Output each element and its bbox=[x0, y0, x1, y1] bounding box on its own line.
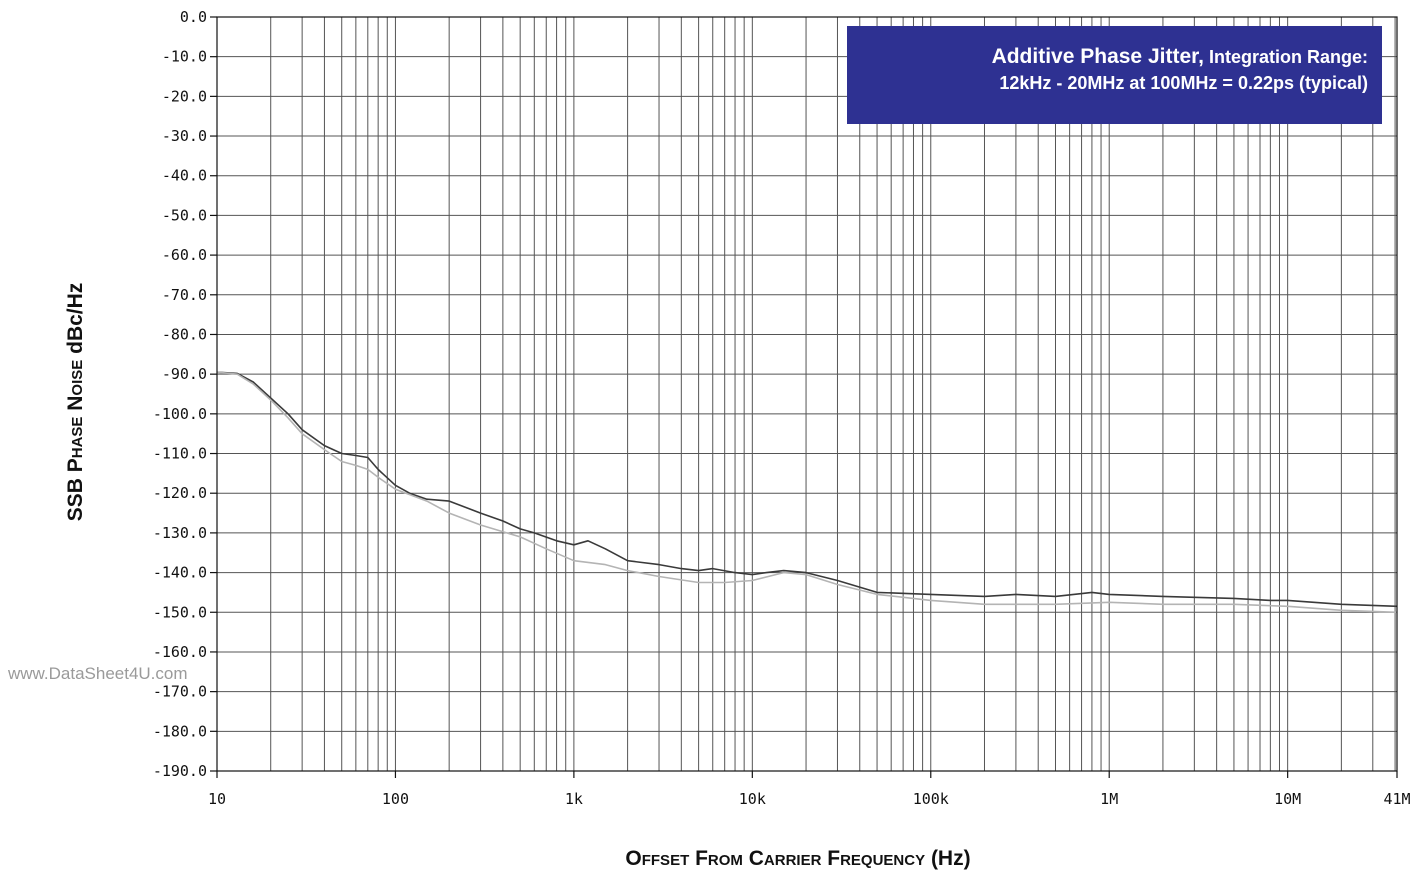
series-line-2 bbox=[216, 371, 1398, 614]
y-tick-label: -40.0 bbox=[162, 167, 207, 185]
x-tick-label: 1k bbox=[565, 790, 583, 808]
grid-lines bbox=[217, 16, 1397, 772]
annotation-line2: 12kHz - 20MHz at 100MHz = 0.22ps (typica… bbox=[999, 73, 1368, 93]
annotation-title: Additive Phase Jitter, bbox=[991, 45, 1204, 68]
watermark-text: www.DataSheet4U.com bbox=[8, 664, 188, 683]
y-axis-ticks: 0.0 -10.0 -20.0 -30.0 -40.0 -50.0 -60.0 -70.0 -8… bbox=[153, 8, 217, 780]
y-tick-label: -150.0 bbox=[153, 603, 207, 621]
x-tick-label: 10k bbox=[739, 790, 766, 808]
y-tick-label: -140.0 bbox=[153, 564, 207, 582]
y-tick-label: -110.0 bbox=[153, 445, 207, 463]
x-tick-label: 100 bbox=[382, 790, 409, 808]
y-tick-label: -70.0 bbox=[162, 286, 207, 304]
y-tick-label: -60.0 bbox=[162, 246, 207, 264]
y-tick-label: -30.0 bbox=[162, 127, 207, 145]
y-axis-label-part1: SSB P bbox=[64, 458, 87, 521]
y-tick-label: 0.0 bbox=[180, 8, 207, 26]
y-tick-label: -100.0 bbox=[153, 405, 207, 423]
y-tick-label: -160.0 bbox=[153, 643, 207, 661]
y-axis-label: SSB PHASE NOISE dBc/Hz bbox=[64, 283, 87, 522]
series-line-1 bbox=[216, 371, 1398, 608]
y-tick-label: -190.0 bbox=[153, 762, 207, 780]
y-tick-label: -120.0 bbox=[153, 484, 207, 502]
y-tick-label: -90.0 bbox=[162, 365, 207, 383]
jitter-annotation: Additive Phase Jitter, Integration Range… bbox=[847, 26, 1382, 124]
x-axis-label: OFFSET FROM CARRIER FREQUENCY (Hz) bbox=[625, 847, 970, 870]
y-tick-label: -130.0 bbox=[153, 524, 207, 542]
annotation-line1: Additive Phase Jitter, Integration Range… bbox=[847, 44, 1368, 70]
x-tick-label: 100k bbox=[913, 790, 949, 808]
y-tick-label: -180.0 bbox=[153, 722, 207, 740]
y-tick-label: -170.0 bbox=[153, 683, 207, 701]
y-tick-label: -80.0 bbox=[162, 325, 207, 343]
x-tick-label: 10M bbox=[1274, 790, 1301, 808]
x-tick-label: 10 bbox=[208, 790, 226, 808]
x-axis-ticks: 10 100 1k 10k 100k 1M 10M 41M bbox=[208, 771, 1411, 808]
annotation-range-label: Integration Range: bbox=[1203, 47, 1368, 67]
x-tick-label: 1M bbox=[1100, 790, 1118, 808]
y-tick-label: -10.0 bbox=[162, 48, 207, 66]
plot-frame bbox=[216, 16, 1398, 772]
y-tick-label: -50.0 bbox=[162, 206, 207, 224]
x-tick-label: 41M bbox=[1383, 790, 1410, 808]
data-series bbox=[216, 371, 1398, 614]
y-tick-label: -20.0 bbox=[162, 87, 207, 105]
